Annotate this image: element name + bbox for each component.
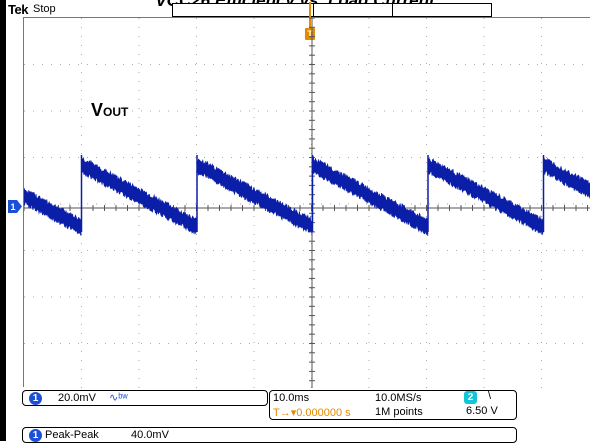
waveform-segment [24, 187, 82, 236]
trace-label-main: V [91, 100, 104, 120]
waveform-graticule[interactable] [23, 17, 590, 388]
run-state-label: Stop [33, 3, 56, 15]
measurement-label: Peak-Peak [45, 429, 99, 441]
channel-1-ground-marker[interactable]: 1 [8, 200, 22, 213]
measurement-channel-badge: 1 [29, 429, 42, 442]
channel-readout-box[interactable]: 1 20.0mV ∿ᵇʷ [22, 390, 268, 406]
timebase-value: 10.0ms [273, 392, 310, 404]
sample-rate-value: 10.0MS/s [375, 392, 422, 404]
record-view-bar[interactable] [172, 3, 492, 17]
trigger-delay-value: T→▾0.000000 s [273, 407, 351, 419]
waveform-segment [427, 157, 544, 236]
trigger-source-badge[interactable]: 2 [464, 391, 477, 404]
channel-scale: 20.0mV [58, 392, 96, 404]
channel-1-badge: 1 [29, 392, 42, 405]
waveform-segment [81, 156, 198, 235]
waveform-segment [543, 157, 590, 199]
trigger-flag-icon: T [305, 28, 315, 40]
trace-label-sub: OUT [103, 105, 129, 119]
trigger-slope-icon: \ [488, 390, 492, 402]
trace-annotation: VOUT [91, 100, 128, 121]
graticule-svg [24, 18, 590, 388]
waveform-segment [196, 158, 313, 234]
left-border [0, 0, 6, 441]
channel-marker-label: 1 [10, 202, 15, 212]
measurement-readout-box[interactable]: 1 Peak-Peak 40.0mV [22, 427, 517, 443]
brand-logo: Tek [8, 2, 28, 17]
measurement-value: 40.0mV [131, 429, 169, 441]
trigger-position-marker[interactable]: T [305, 2, 315, 43]
waveform-segment [312, 155, 429, 236]
record-length-value: 1M points [375, 406, 423, 418]
trigger-level-value: 6.50 V [466, 405, 498, 417]
record-view-window[interactable] [313, 3, 393, 17]
trigger-position-stem [309, 2, 311, 28]
bandwidth-limit-icon: ∿ᵇʷ [109, 392, 128, 404]
